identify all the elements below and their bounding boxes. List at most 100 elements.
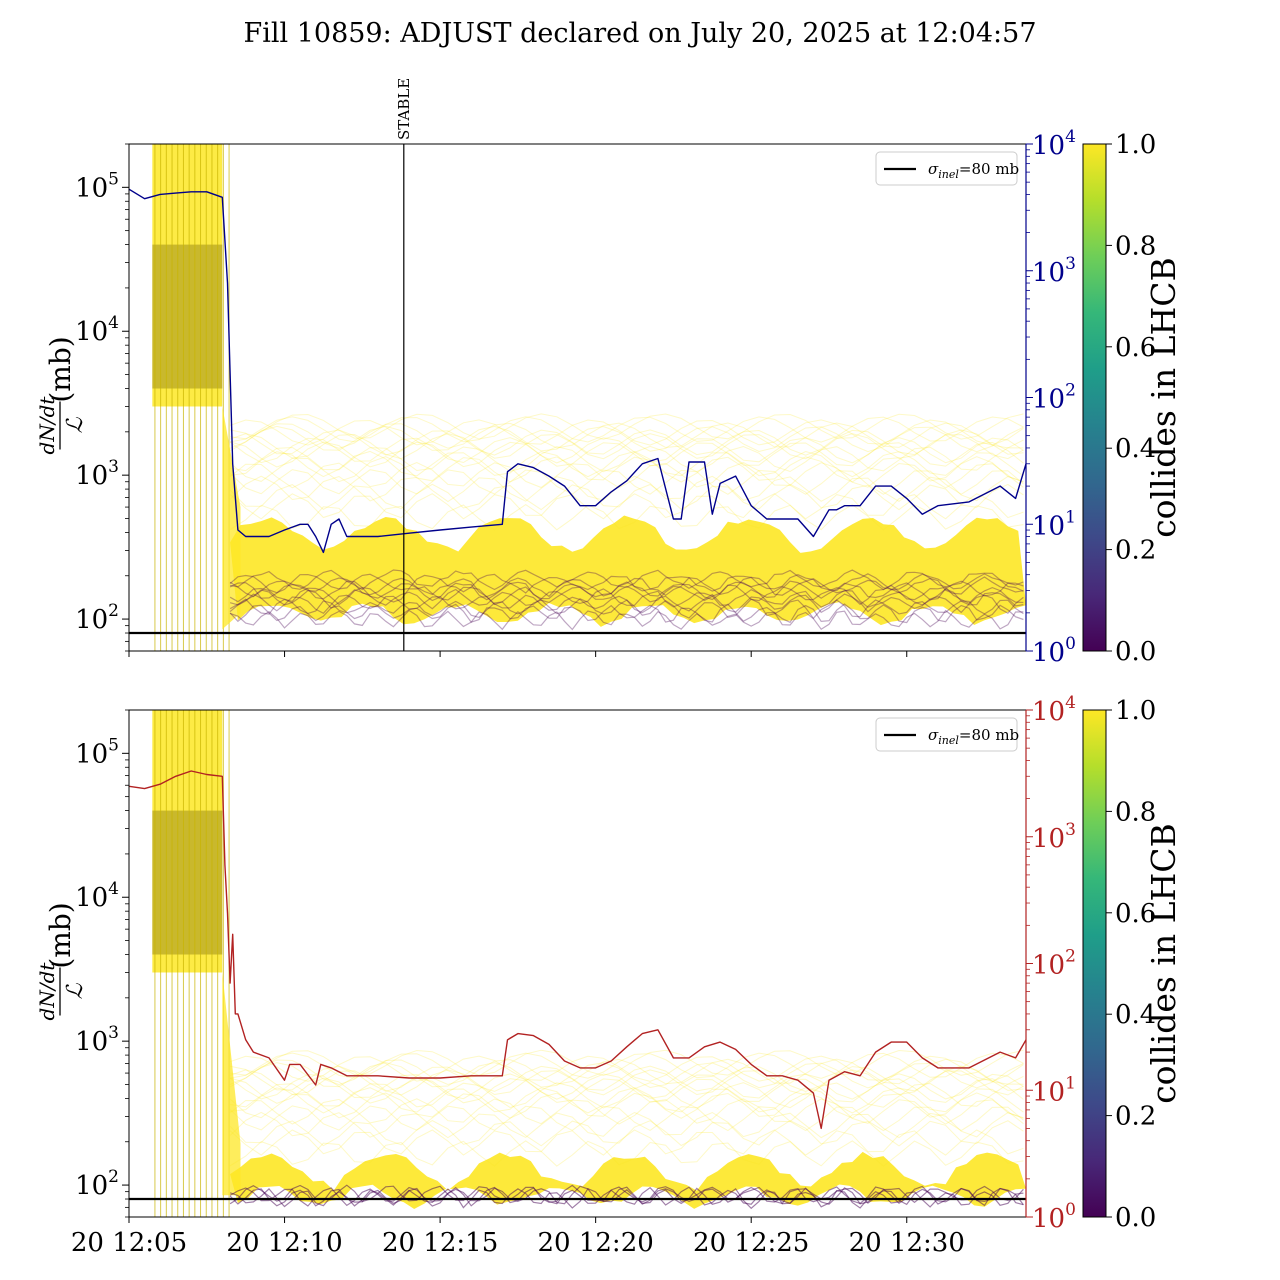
top-colorbar-tick-label: 0.8 xyxy=(1115,231,1156,261)
bottom-xtick-label: 20 12:15 xyxy=(382,1228,498,1258)
top-bunch-trace-faint xyxy=(229,437,1024,464)
bottom-bunch-trace-faint xyxy=(229,1111,1024,1139)
bottom-bunch-trace-faint xyxy=(230,1087,1024,1114)
bottom-colorbar-gradient xyxy=(1082,709,1107,1218)
bottom-colorbar-tick-label: 0.2 xyxy=(1115,1102,1156,1132)
bottom-xtick-label: 20 12:05 xyxy=(71,1228,187,1258)
top-colorbar-gradient xyxy=(1082,143,1107,652)
bottom-bunch-trace-faint xyxy=(229,1140,1024,1167)
top-colorbar-tick-label: 1.0 xyxy=(1115,130,1156,160)
top-colorbar-tick-label: 0.2 xyxy=(1115,536,1156,566)
top-bunch-trace-faint xyxy=(230,445,1024,473)
top-bunch-trace-faint xyxy=(230,413,1024,440)
bottom-right-ytick-label: 103 xyxy=(1032,820,1076,854)
top-left-ytick-label: 103 xyxy=(75,457,119,491)
top-bunch-trace-faint xyxy=(229,483,1024,511)
top-bunch-trace-faint xyxy=(229,441,1024,468)
top-bunch-trace-faint xyxy=(230,450,1024,478)
bottom-colorbar-tick-label: 0.4 xyxy=(1115,1000,1156,1030)
bottom-ylabel-unit: (mb) xyxy=(44,902,77,968)
bottom-right-ytick-label: 104 xyxy=(1032,693,1076,727)
figure-title: Fill 10859: ADJUST declared on July 20, … xyxy=(243,18,1037,49)
top-bunch-trace-dark xyxy=(229,569,1024,591)
top-right-ytick-label: 102 xyxy=(1032,381,1076,415)
bottom-bunch-trace-faint xyxy=(229,1058,1024,1086)
bottom-bunch-trace-faint xyxy=(229,1073,1024,1100)
bottom-bunch-trace-faint xyxy=(229,1098,1024,1125)
top-colorbar-tick-label: 0.0 xyxy=(1115,637,1156,667)
top-bunch-trace-faint xyxy=(229,503,1024,531)
top-bunch-trace-dark xyxy=(229,598,1024,620)
bottom-xtick-label: 20 12:20 xyxy=(538,1228,654,1258)
top-ylabel-left: dN/dt ℒ (mb) xyxy=(35,336,88,454)
bottom-ylabel-denominator: ℒ xyxy=(63,982,88,999)
bottom-bundle-early xyxy=(152,710,223,973)
bottom-xtick-label: 20 12:25 xyxy=(693,1228,809,1258)
top-series-line-0 xyxy=(129,188,1026,554)
top-bunch-trace-faint xyxy=(229,422,1024,449)
bottom-left-ytick-label: 102 xyxy=(75,1167,119,1201)
bottom-bundle-drop xyxy=(222,972,241,1196)
top-bunch-trace-dark xyxy=(229,603,1024,624)
bottom-ylabel-numerator: dN/dt xyxy=(35,962,59,1021)
top-bunch-trace-faint xyxy=(229,419,1024,446)
top-bunch-trace-dark xyxy=(229,609,1024,631)
bottom-right-ytick-label: 101 xyxy=(1032,1073,1076,1107)
top-colorbar: 0.0 0.2 0.4 0.6 0.8 1.0 collides in LHCB xyxy=(1082,130,1183,667)
top-bundle-early xyxy=(152,144,223,407)
top-chart: STABLE 102 103 104 105 100 101 102 103 104 dN/dt ℒ (… xyxy=(35,78,1183,668)
bottom-bunch-trace-faint xyxy=(229,1055,1024,1082)
top-bunch-trace-faint xyxy=(229,429,1024,456)
bottom-right-ytick-label: 102 xyxy=(1032,947,1076,981)
top-bundle-band xyxy=(230,515,1026,627)
top-bunch-trace-dark xyxy=(229,576,1024,598)
top-left-ytick-label: 105 xyxy=(75,169,119,203)
bottom-xtick-label: 20 12:10 xyxy=(226,1228,342,1258)
bottom-bundle-band xyxy=(230,1151,1026,1209)
top-ylabel-denominator: ℒ xyxy=(63,416,88,433)
top-right-ytick-label: 104 xyxy=(1032,127,1076,161)
bottom-ylabel-left: dN/dt ℒ (mb) xyxy=(35,902,88,1020)
top-bunch-trace-faint xyxy=(229,461,1024,489)
top-legend-label: σinel=80 mb xyxy=(928,160,1019,181)
top-left-ytick-label: 104 xyxy=(75,313,119,347)
bottom-bundle-early-core xyxy=(152,810,223,955)
top-colorbar-label: collides in LHCB xyxy=(1144,257,1183,538)
bottom-plot-area xyxy=(129,710,1026,1217)
top-bunch-trace-dark xyxy=(229,584,1024,606)
bottom-legend-box xyxy=(875,717,1018,752)
bottom-left-ytick-label: 104 xyxy=(75,879,119,913)
bottom-colorbar-label: collides in LHCB xyxy=(1144,823,1183,1104)
top-bunch-trace-faint xyxy=(229,425,1024,453)
bottom-bunch-trace-faint xyxy=(230,1082,1024,1109)
bottom-bunch-trace-faint xyxy=(229,1105,1024,1132)
top-colorbar-tick-label: 0.4 xyxy=(1115,434,1156,464)
bottom-series-line-0 xyxy=(129,770,1026,1130)
bottom-bunch-trace-faint xyxy=(229,1120,1024,1147)
top-bunch-trace-faint xyxy=(229,433,1024,460)
top-legend: σinel=80 mb xyxy=(875,151,1019,186)
top-bundle-early-core xyxy=(152,244,223,389)
top-bunch-trace-dark xyxy=(229,580,1024,602)
top-bunch-trace-faint xyxy=(229,456,1024,483)
bottom-bunch-trace-faint xyxy=(229,1129,1024,1156)
bottom-bunch-trace-faint xyxy=(229,1092,1024,1119)
bottom-colorbar: 0.0 0.2 0.4 0.6 0.8 1.0 collides in LHCB xyxy=(1082,696,1183,1233)
bottom-colorbar-tick-label: 0.8 xyxy=(1115,797,1156,827)
bottom-left-ytick-label: 105 xyxy=(75,735,119,769)
top-right-ytick-label: 103 xyxy=(1032,254,1076,288)
top-bundle-drop xyxy=(222,406,241,630)
bottom-chart: 102 103 104 105 100 101 102 103 104 20 12:05 20 12… xyxy=(35,693,1183,1258)
bottom-legend-label: σinel=80 mb xyxy=(928,726,1019,747)
top-ylabel-unit: (mb) xyxy=(44,336,77,402)
top-bunch-trace-dark xyxy=(229,588,1024,610)
top-bunch-trace-faint xyxy=(229,493,1024,520)
bottom-colorbar-tick-label: 0.0 xyxy=(1115,1203,1156,1233)
top-right-ytick-label: 100 xyxy=(1032,634,1076,668)
top-plot-area xyxy=(129,144,1026,651)
bottom-bunch-trace-faint xyxy=(229,1069,1024,1096)
bottom-legend: σinel=80 mb xyxy=(875,717,1019,752)
bottom-xtick-label: 20 12:30 xyxy=(849,1228,965,1258)
bottom-colorbar-tick-label: 1.0 xyxy=(1115,696,1156,726)
